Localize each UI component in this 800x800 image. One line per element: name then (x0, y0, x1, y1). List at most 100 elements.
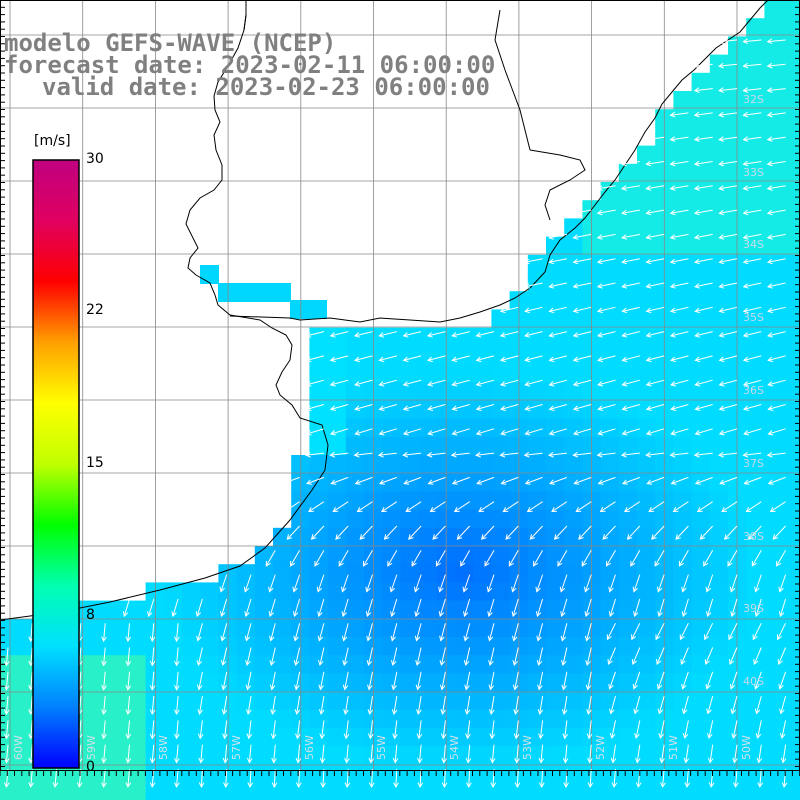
lon-label: 51W (667, 735, 680, 760)
wind-arrow (729, 647, 738, 666)
wind-arrow (696, 501, 713, 513)
wind-arrow (780, 744, 787, 764)
wind-arrow (596, 331, 616, 338)
wind-arrow (669, 331, 689, 338)
wind-arrow (626, 525, 641, 540)
wind-arrow (602, 525, 616, 540)
wind-arrow (757, 768, 764, 788)
wind-arrow (125, 768, 132, 788)
wind-arrow (460, 550, 471, 567)
wind-arrow (754, 598, 762, 618)
wind-arrow (174, 720, 180, 740)
wind-arrow (778, 598, 787, 618)
wind-arrow (707, 744, 714, 764)
wind-arrow (742, 38, 762, 45)
wind-arrow (693, 451, 713, 458)
wind-arrow (125, 647, 132, 667)
wind-arrow (572, 209, 592, 216)
wind-arrow (318, 647, 325, 667)
wind-arrow (439, 623, 446, 642)
wind-arrow (271, 744, 277, 764)
wind-arrow (511, 574, 519, 593)
wind-arrow (684, 768, 691, 788)
wind-arrow (265, 550, 276, 567)
wind-arrow (513, 720, 520, 740)
wind-arrow (476, 476, 495, 485)
wind-arrow (317, 598, 325, 618)
wind-arrow (766, 111, 786, 118)
wind-arrow (466, 768, 472, 789)
wind-arrow (779, 695, 787, 715)
wind-arrow (645, 331, 665, 338)
wind-arrow (362, 550, 373, 567)
title-valid-date: valid date: 2023-02-23 06:00:00 (42, 73, 490, 101)
wind-arrow (366, 623, 373, 642)
wind-arrow (721, 501, 738, 513)
wind-arrow (529, 525, 543, 540)
colorbar-tick-22: 22 (86, 302, 104, 318)
wind-arrow (319, 744, 326, 764)
wind-arrow (523, 258, 543, 265)
wind-arrow (196, 623, 203, 642)
wind-arrow (548, 306, 568, 314)
wind-arrow (645, 136, 665, 142)
wind-arrow (475, 428, 495, 436)
wind-arrow (681, 574, 689, 593)
wind-arrow (621, 476, 640, 485)
wind-arrow (729, 574, 738, 593)
wind-arrow (679, 622, 689, 641)
wind-arrow (354, 428, 373, 436)
wind-arrow (438, 574, 446, 593)
wind-arrow (451, 476, 470, 485)
lon-label: 57W (230, 735, 243, 760)
wind-arrow (718, 428, 738, 436)
wind-arrow (769, 501, 786, 513)
wind-arrow (742, 258, 762, 265)
wind-arrow (651, 525, 665, 540)
wind-arrow (669, 185, 689, 191)
wind-arrow (306, 476, 325, 485)
lat-label: 32S (743, 93, 764, 106)
wind-arrow (694, 331, 713, 338)
lat-label: 37S (743, 457, 764, 470)
wind-arrow (305, 331, 325, 338)
wind-arrow (538, 768, 545, 789)
wind-arrow (693, 160, 713, 167)
wind-arrow (777, 647, 787, 666)
wind-arrow (669, 258, 689, 265)
colorbar (32, 159, 80, 769)
wind-arrow (305, 379, 325, 387)
title-model: modelo GEFS-WAVE (NCEP) (4, 29, 337, 57)
wind-arrow (631, 622, 641, 641)
wind-arrow (463, 623, 471, 642)
wind-arrow (523, 282, 543, 289)
wind-arrow (244, 598, 252, 618)
wind-arrow (402, 428, 422, 436)
wind-arrow (222, 720, 228, 740)
wind-arrow (680, 647, 689, 666)
wind-arrow (584, 598, 592, 618)
wind-arrow (596, 209, 616, 216)
wind-arrow (723, 525, 738, 540)
wind-arrow (718, 111, 738, 118)
wind-arrow (125, 744, 132, 764)
wind-arrow (742, 136, 762, 142)
wind-arrow (524, 331, 543, 338)
wind-arrow (487, 598, 495, 618)
wind-arrow (402, 451, 422, 458)
wind-arrow (28, 768, 34, 788)
wind-arrow (742, 451, 762, 458)
wind-arrow (343, 720, 350, 740)
wind-arrow (508, 550, 519, 567)
wind-arrow (706, 695, 714, 715)
wind-arrow (197, 720, 204, 740)
wind-arrow (605, 550, 616, 567)
wind-arrow (562, 744, 569, 764)
wind-arrow (767, 331, 786, 338)
wind-arrow (573, 428, 592, 436)
wind-arrow (706, 598, 714, 618)
wind-arrow (560, 623, 568, 642)
wind-arrow (751, 550, 762, 567)
wind-arrow (538, 744, 545, 764)
wind-arrow (553, 525, 568, 540)
